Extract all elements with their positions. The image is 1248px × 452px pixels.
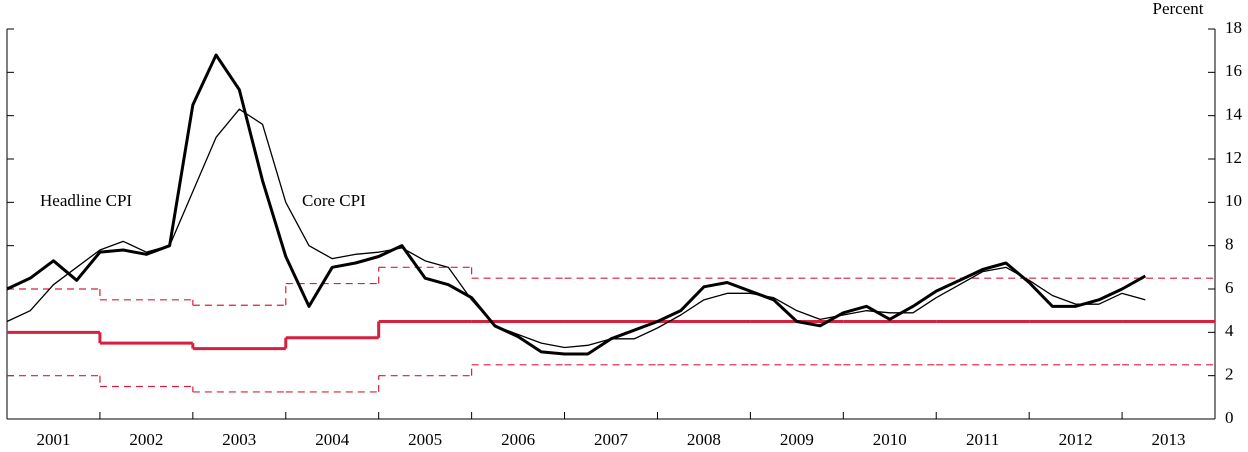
y-tick-label: 18: [1225, 18, 1242, 37]
x-tick-label: 2011: [966, 430, 999, 449]
x-tick-label: 2013: [1152, 430, 1186, 449]
x-tick-label: 2001: [36, 430, 70, 449]
y-tick-label: 16: [1225, 61, 1242, 80]
y-tick-label: 4: [1225, 321, 1234, 340]
y-tick-label: 12: [1225, 148, 1242, 167]
y-tick-label: 8: [1225, 235, 1234, 254]
x-tick-label: 2008: [687, 430, 721, 449]
x-tick-label: 2012: [1059, 430, 1093, 449]
x-tick-label: 2009: [780, 430, 814, 449]
y-tick-label: 10: [1225, 191, 1242, 210]
cpi-line: [6, 53, 1147, 356]
x-tick-label: 2005: [408, 430, 442, 449]
x-tick-label: 2007: [594, 430, 629, 449]
y-tick-label: 0: [1225, 408, 1234, 427]
y-tick-label: 6: [1225, 278, 1234, 297]
x-tick-label: 2002: [129, 430, 163, 449]
x-tick-label: 2003: [222, 430, 256, 449]
series-label: Headline CPI: [40, 191, 132, 210]
y-tick-label: 14: [1225, 105, 1243, 124]
y-tick-label: 2: [1225, 365, 1234, 384]
x-tick-label: 2010: [873, 430, 907, 449]
x-tick-label: 2004: [315, 430, 350, 449]
x-tick-label: 2006: [501, 430, 535, 449]
y-axis-label: Percent: [1153, 0, 1204, 18]
series-label: Core CPI: [302, 191, 366, 210]
cpi-line: [6, 108, 1146, 349]
